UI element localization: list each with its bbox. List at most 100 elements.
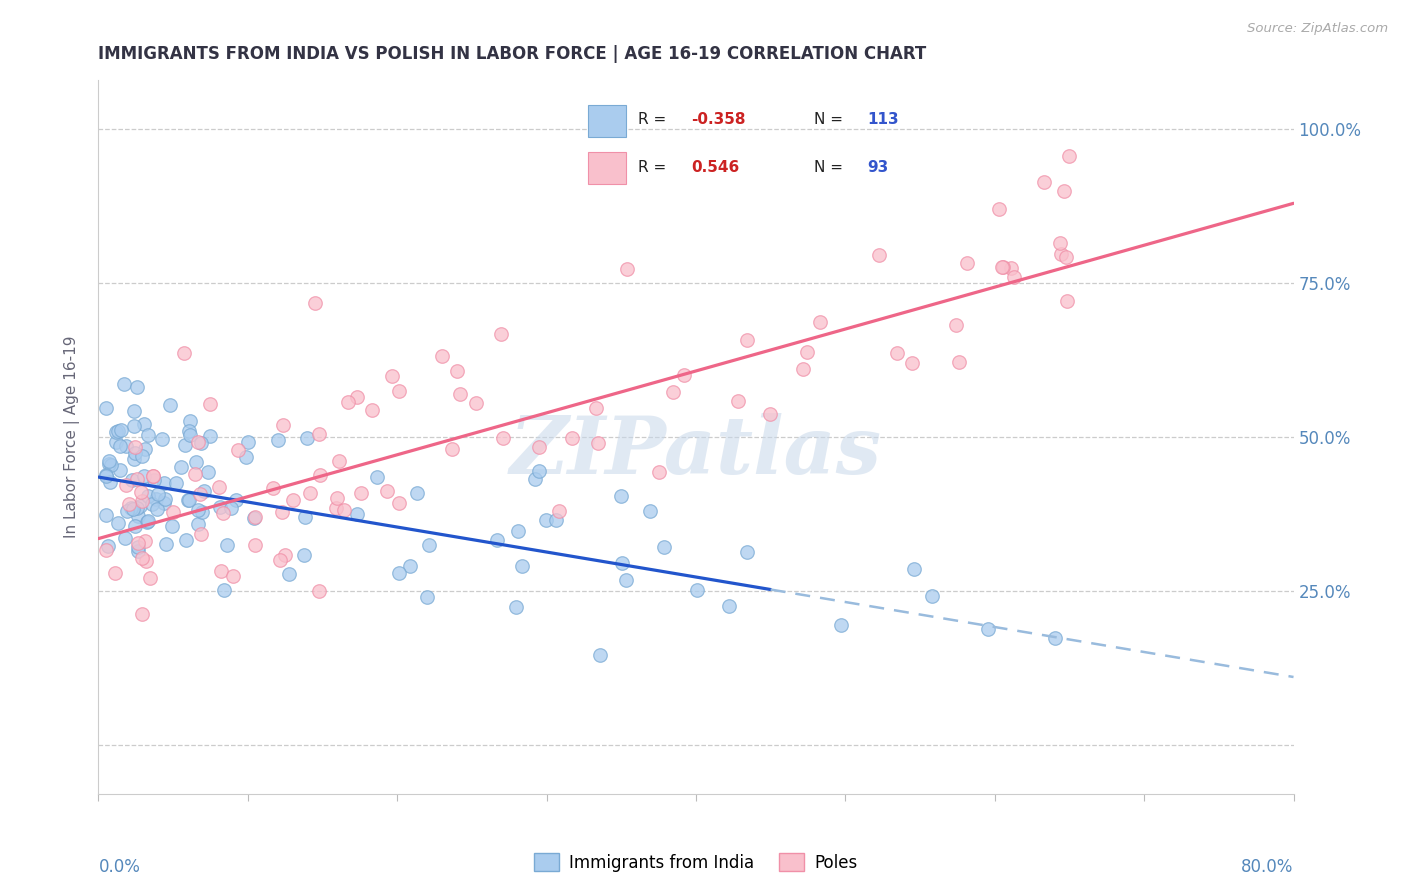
Point — [94, 508, 117, 523]
Point — [177, 493, 200, 508]
Point — [94, 468, 117, 483]
Point — [586, 435, 609, 450]
Point — [243, 510, 266, 524]
Point — [150, 432, 173, 446]
Point — [381, 369, 404, 384]
Point — [145, 491, 167, 506]
Point — [273, 548, 295, 562]
Point — [735, 545, 758, 559]
Point — [792, 361, 814, 376]
Point — [326, 491, 349, 505]
Point — [128, 499, 150, 513]
Point — [243, 538, 266, 552]
Text: Source: ZipAtlas.com: Source: ZipAtlas.com — [1247, 22, 1388, 36]
Point — [505, 599, 527, 614]
Point — [987, 202, 1010, 216]
Point — [527, 440, 550, 454]
Text: 0.0%: 0.0% — [98, 858, 141, 876]
Point — [346, 507, 368, 521]
Point — [146, 487, 169, 501]
Point — [115, 504, 138, 518]
Point — [686, 582, 709, 597]
Point — [159, 399, 181, 413]
Point — [267, 433, 290, 447]
Point — [672, 368, 695, 382]
Point — [1057, 149, 1080, 163]
Point — [190, 436, 212, 450]
Text: ZIPatlas: ZIPatlas — [510, 413, 882, 490]
Point — [269, 552, 291, 566]
Point — [446, 364, 468, 378]
Point — [308, 584, 330, 599]
Point — [271, 417, 294, 432]
Point — [125, 500, 148, 515]
Point — [727, 393, 749, 408]
Point — [759, 407, 782, 421]
Point — [141, 497, 163, 511]
Point — [612, 557, 634, 571]
Point — [174, 533, 197, 548]
Point — [1000, 260, 1022, 275]
Point — [295, 431, 318, 445]
Point — [127, 540, 149, 554]
Point — [534, 513, 557, 527]
Point — [128, 508, 150, 523]
Point — [208, 500, 231, 514]
Point — [524, 472, 547, 486]
Point — [105, 434, 128, 449]
Point — [97, 539, 120, 553]
Point — [510, 559, 533, 574]
Point — [125, 380, 148, 394]
Point — [337, 395, 360, 409]
Point — [956, 256, 979, 270]
Point — [98, 454, 121, 468]
Point — [187, 516, 209, 531]
Point — [118, 497, 141, 511]
Point — [589, 648, 612, 663]
Point — [179, 414, 201, 428]
Point — [375, 483, 398, 498]
Point — [132, 469, 155, 483]
Point — [614, 574, 637, 588]
Point — [142, 469, 165, 483]
Point — [162, 505, 184, 519]
Point — [346, 390, 368, 404]
Point — [610, 489, 633, 503]
Point — [361, 403, 384, 417]
Point — [903, 562, 925, 576]
Point — [186, 455, 208, 469]
Point — [120, 501, 142, 516]
Point — [292, 548, 315, 562]
Point — [165, 475, 187, 490]
Point — [107, 516, 129, 530]
Point — [153, 492, 176, 507]
Point — [121, 473, 143, 487]
Text: IMMIGRANTS FROM INDIA VS POLISH IN LABOR FORCE | AGE 16-19 CORRELATION CHART: IMMIGRANTS FROM INDIA VS POLISH IN LABOR… — [98, 45, 927, 63]
Point — [406, 486, 429, 500]
Point — [142, 473, 165, 487]
Point — [127, 536, 149, 550]
Point — [333, 503, 356, 517]
Point — [388, 496, 411, 510]
Point — [1056, 293, 1078, 308]
Point — [153, 476, 176, 491]
Point — [640, 504, 662, 518]
Point — [124, 440, 146, 454]
Point — [155, 537, 177, 551]
Point — [948, 354, 970, 368]
Point — [208, 480, 231, 494]
Point — [107, 425, 129, 439]
Point — [174, 438, 197, 452]
Point — [187, 503, 209, 517]
Point — [304, 296, 326, 310]
Point — [177, 424, 200, 438]
Point — [418, 538, 440, 552]
Point — [886, 346, 908, 360]
Point — [125, 472, 148, 486]
Text: 80.0%: 80.0% — [1241, 858, 1294, 876]
Point — [1053, 184, 1076, 198]
Point — [489, 326, 512, 341]
Point — [217, 538, 239, 552]
Point — [124, 445, 146, 459]
Point — [131, 607, 153, 622]
